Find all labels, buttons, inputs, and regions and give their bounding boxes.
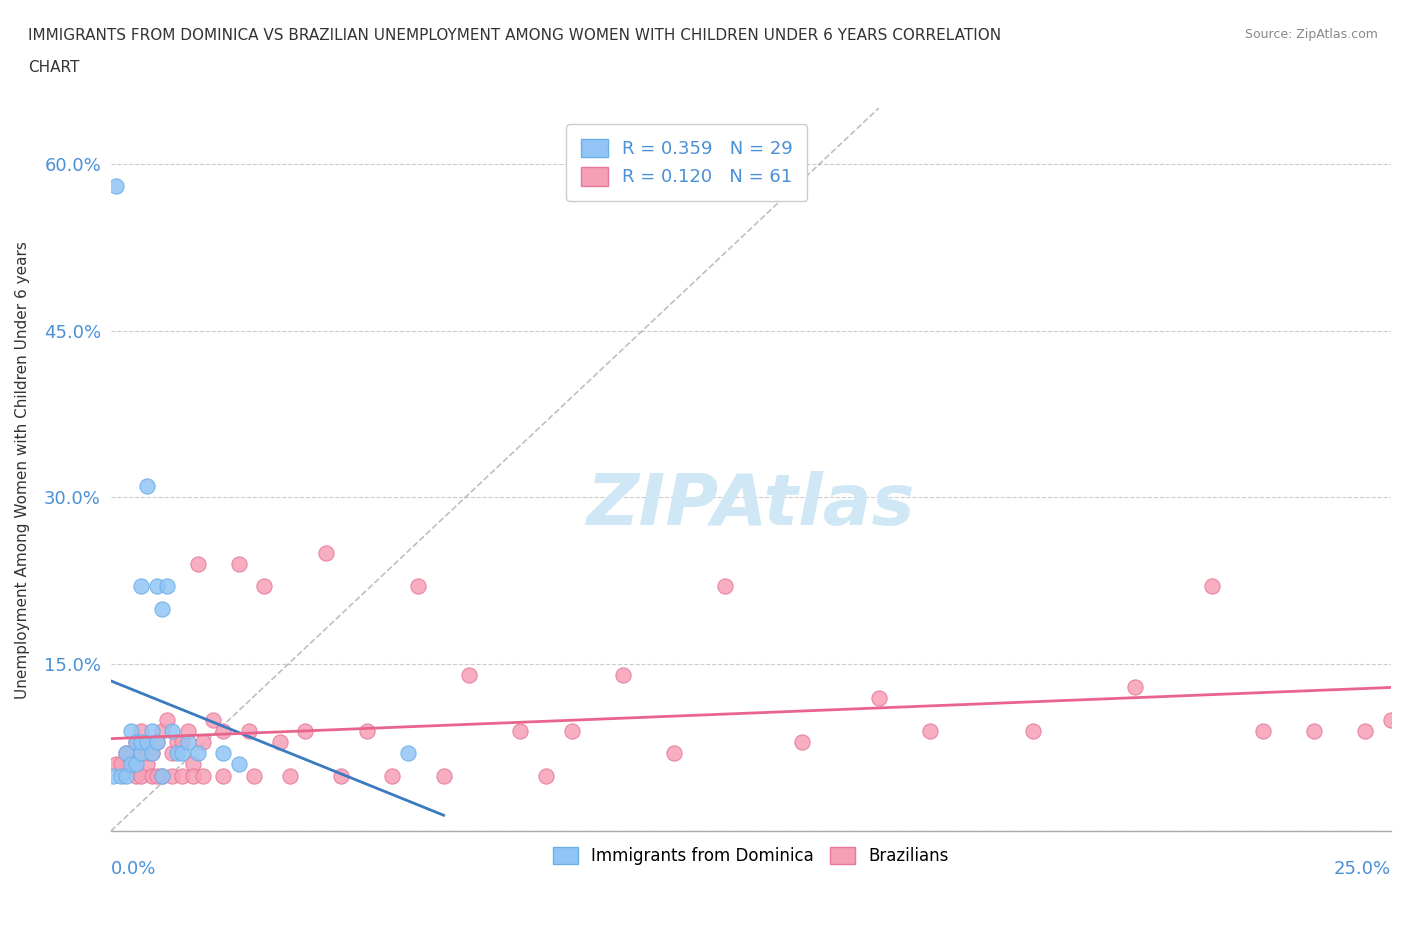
Point: [150, 601, 173, 616]
Point: [187, 557, 209, 572]
Point: [1379, 712, 1402, 727]
Point: [125, 757, 148, 772]
Legend: Immigrants from Dominica, Brazilians: Immigrants from Dominica, Brazilians: [544, 839, 957, 873]
Point: [253, 579, 276, 594]
Point: [330, 768, 353, 783]
Point: [714, 579, 737, 594]
Point: [212, 746, 235, 761]
Point: [228, 757, 250, 772]
Text: 25.0%: 25.0%: [1334, 860, 1391, 878]
Point: [396, 746, 419, 761]
Point: [1123, 679, 1146, 694]
Point: [110, 768, 132, 783]
Point: [458, 668, 481, 683]
Point: [131, 579, 153, 594]
Point: [433, 768, 456, 783]
Point: [135, 735, 157, 750]
Point: [1251, 724, 1274, 738]
Point: [228, 557, 250, 572]
Point: [120, 757, 142, 772]
Point: [115, 746, 138, 761]
Point: [1303, 724, 1326, 738]
Point: [612, 668, 634, 683]
Point: [920, 724, 942, 738]
Point: [191, 735, 214, 750]
Text: IMMIGRANTS FROM DOMINICA VS BRAZILIAN UNEMPLOYMENT AMONG WOMEN WITH CHILDREN UND: IMMIGRANTS FROM DOMINICA VS BRAZILIAN UN…: [28, 28, 1001, 43]
Point: [125, 735, 148, 750]
Point: [146, 735, 169, 750]
Point: [181, 768, 204, 783]
Point: [172, 768, 194, 783]
Point: [125, 735, 148, 750]
Text: ZIPAtlas: ZIPAtlas: [586, 472, 915, 540]
Point: [176, 735, 198, 750]
Text: 0.0%: 0.0%: [111, 860, 156, 878]
Point: [146, 768, 169, 783]
Point: [141, 768, 163, 783]
Point: [131, 768, 153, 783]
Point: [103, 768, 125, 783]
Point: [172, 735, 194, 750]
Point: [238, 724, 260, 738]
Point: [160, 768, 183, 783]
Text: CHART: CHART: [28, 60, 80, 75]
Point: [115, 768, 138, 783]
Point: [662, 746, 685, 761]
Point: [166, 746, 188, 761]
Point: [212, 724, 235, 738]
Point: [135, 479, 157, 494]
Point: [156, 712, 179, 727]
Point: [534, 768, 557, 783]
Y-axis label: Unemployment Among Women with Children Under 6 years: Unemployment Among Women with Children U…: [15, 241, 30, 698]
Point: [131, 735, 153, 750]
Point: [131, 746, 153, 761]
Text: Source: ZipAtlas.com: Source: ZipAtlas.com: [1244, 28, 1378, 41]
Point: [150, 768, 173, 783]
Point: [191, 768, 214, 783]
Point: [294, 724, 316, 738]
Point: [1354, 724, 1376, 738]
Point: [125, 768, 148, 783]
Point: [176, 724, 198, 738]
Point: [166, 735, 188, 750]
Point: [141, 746, 163, 761]
Point: [172, 746, 194, 761]
Point: [141, 724, 163, 738]
Point: [381, 768, 404, 783]
Point: [356, 724, 378, 738]
Point: [135, 746, 157, 761]
Point: [156, 579, 179, 594]
Point: [202, 712, 225, 727]
Point: [187, 746, 209, 761]
Point: [160, 746, 183, 761]
Point: [868, 690, 890, 705]
Point: [243, 768, 266, 783]
Point: [146, 735, 169, 750]
Point: [561, 724, 583, 738]
Point: [104, 757, 127, 772]
Point: [146, 579, 169, 594]
Point: [150, 724, 173, 738]
Point: [115, 746, 138, 761]
Point: [181, 757, 204, 772]
Point: [120, 746, 142, 761]
Point: [120, 724, 142, 738]
Point: [406, 579, 429, 594]
Point: [269, 735, 291, 750]
Point: [509, 724, 531, 738]
Point: [104, 179, 127, 193]
Point: [790, 735, 813, 750]
Point: [131, 724, 153, 738]
Point: [315, 546, 337, 561]
Point: [110, 757, 132, 772]
Point: [160, 724, 183, 738]
Point: [141, 746, 163, 761]
Point: [150, 768, 173, 783]
Point: [1021, 724, 1043, 738]
Point: [212, 768, 235, 783]
Point: [278, 768, 301, 783]
Point: [135, 757, 157, 772]
Point: [1201, 579, 1223, 594]
